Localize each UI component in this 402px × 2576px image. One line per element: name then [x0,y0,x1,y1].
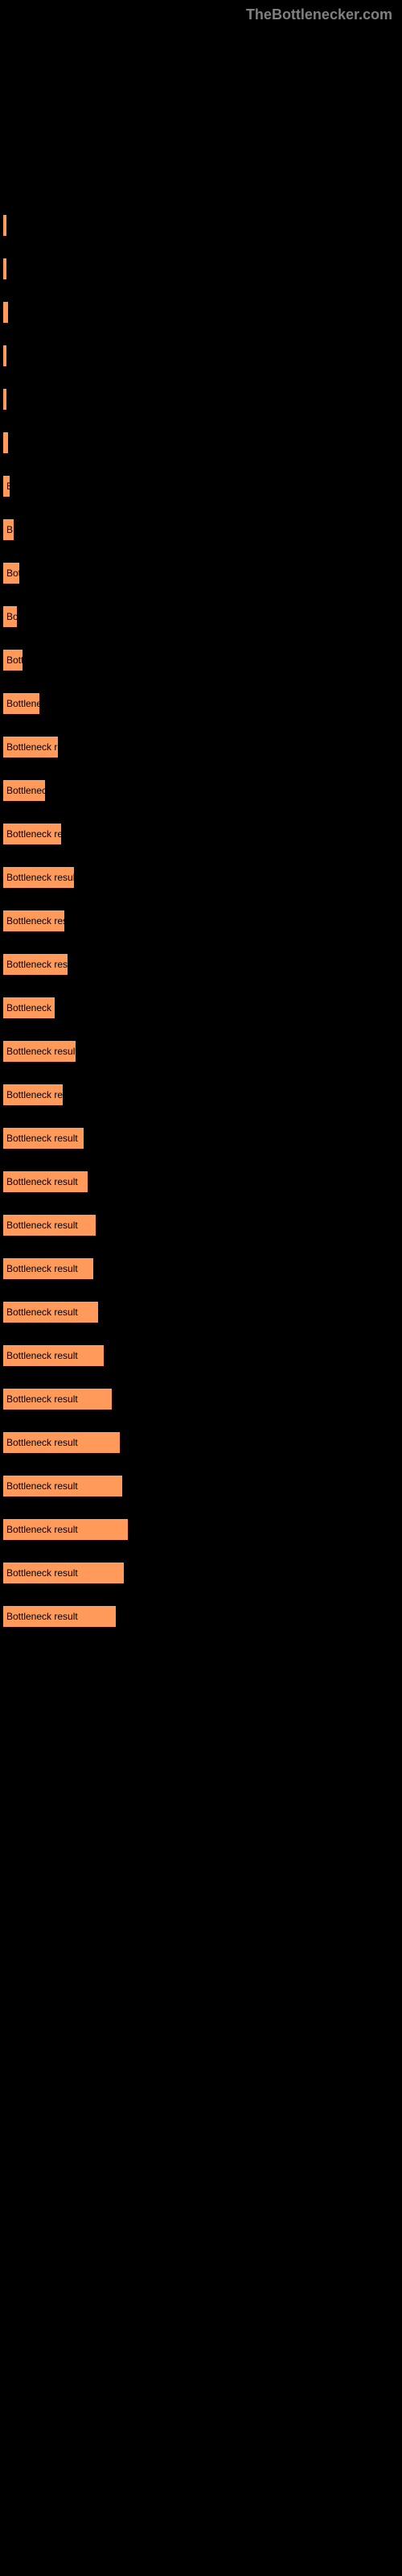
bar-row: Bottleneck result [3,1041,399,1062]
result-bar: Bottleneck result [3,1389,112,1410]
result-bar: Bottleneck result [3,1215,96,1236]
result-bar: Bottleneck r [3,997,55,1018]
bar-row: Bottleneck result [3,1302,399,1323]
bar-row: Bottleneck result [3,1563,399,1583]
bar-row: Bottleneck result [3,867,399,888]
bar-row [3,215,399,236]
bar-row: Bottleneck result [3,1519,399,1540]
result-bar: Bottlenec [3,780,45,801]
bar-row: Bottleneck res [3,910,399,931]
result-bar: Bottleneck result [3,1432,120,1453]
result-bar [3,302,8,323]
bar-row: B [3,476,399,497]
site-brand-header: TheBottlenecker.com [0,0,402,30]
result-bar: Bottleneck res [3,824,61,844]
bar-row: Bottleneck result [3,1606,399,1627]
bar-row: Bottleneck result [3,1258,399,1279]
bar-row: Bottleneck result [3,1215,399,1236]
bar-row: Bottleneck resu [3,954,399,975]
bar-row: Bottlene [3,693,399,714]
result-bar: Bottleneck result [3,1606,116,1627]
result-bar [3,432,8,453]
result-bar: Bottleneck result [3,1171,88,1192]
bottleneck-bar-chart: B B Bot Bo Bott Bottlene Bottleneck re Bottlene… [0,215,402,1627]
bar-row [3,258,399,279]
bar-row: Bottleneck re [3,737,399,758]
bar-row: Bot [3,563,399,584]
bar-row: Bottlenec [3,780,399,801]
bar-row: Bottleneck res [3,1084,399,1105]
result-bar: Bottleneck result [3,867,74,888]
result-bar: Bottleneck result [3,1302,98,1323]
result-bar: Bot [3,563,19,584]
bar-row: Bottleneck result [3,1128,399,1149]
bar-row [3,389,399,410]
brand-text: TheBottlenecker.com [246,6,392,23]
result-bar: Bottleneck result [3,1128,84,1149]
result-bar: Bottleneck result [3,1476,122,1496]
result-bar: Bo [3,606,17,627]
bar-row: Bottleneck result [3,1389,399,1410]
top-spacer [0,30,402,215]
bar-row [3,345,399,366]
result-bar: Bottleneck result [3,1345,104,1366]
result-bar: B [3,476,10,497]
bar-row: Bottleneck res [3,824,399,844]
result-bar: Bottleneck res [3,910,64,931]
bar-row: Bottleneck result [3,1476,399,1496]
result-bar: Bottleneck re [3,737,58,758]
bar-row [3,302,399,323]
result-bar: Bottlene [3,693,39,714]
result-bar: Bottleneck result [3,1563,124,1583]
result-bar: Bottleneck result [3,1041,76,1062]
bar-row [3,432,399,453]
bar-row: Bottleneck result [3,1171,399,1192]
result-bar: Bottleneck res [3,1084,63,1105]
result-bar [3,258,6,279]
bar-row: Bott [3,650,399,671]
bar-row: Bottleneck result [3,1432,399,1453]
result-bar: Bottleneck result [3,1519,128,1540]
result-bar [3,215,6,236]
result-bar [3,389,6,410]
bar-row: B [3,519,399,540]
result-bar [3,345,6,366]
result-bar: Bottleneck result [3,1258,93,1279]
result-bar: B [3,519,14,540]
result-bar: Bottleneck resu [3,954,68,975]
bar-row: Bottleneck r [3,997,399,1018]
bar-row: Bo [3,606,399,627]
result-bar: Bott [3,650,23,671]
bar-row: Bottleneck result [3,1345,399,1366]
